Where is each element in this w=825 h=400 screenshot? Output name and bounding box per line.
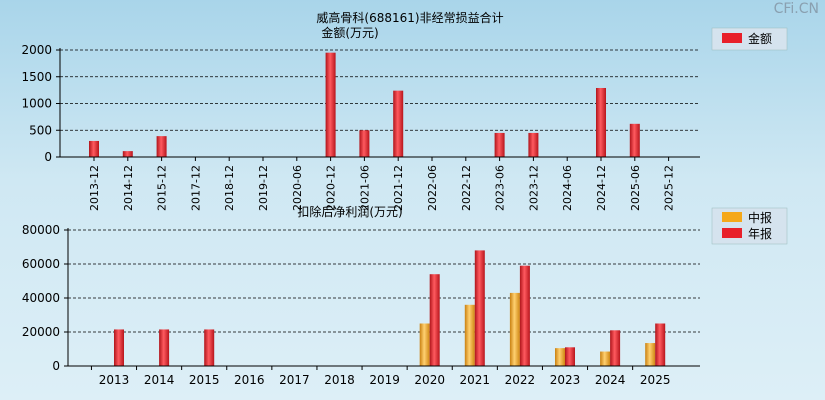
chart2-bar bbox=[519, 265, 530, 366]
chart1-xtick-label: 2023-06 bbox=[494, 165, 507, 211]
chart1-bar bbox=[596, 87, 606, 157]
nonrecurring-gains-chart: 威高骨科(688161)非经常损益合计 金额(万元) 金额 0 500 1000 15… bbox=[21, 10, 788, 211]
chart2-xtick-label: 2020 bbox=[414, 373, 445, 387]
chart2-bar bbox=[655, 323, 666, 366]
chart2-bar bbox=[464, 304, 475, 366]
net-profit-chart: 扣除后净利润(万元) 中报 年报 0 20000 40000 60000 80000 20… bbox=[22, 204, 788, 387]
chart2-bar bbox=[114, 329, 124, 366]
chart1-xtick-label: 2018-12 bbox=[223, 165, 236, 211]
chart1-legend-label-amount: 金额 bbox=[748, 31, 772, 46]
chart2-legend-swatch-interim bbox=[722, 212, 742, 222]
chart1-xtick-label: 2019-12 bbox=[257, 165, 270, 211]
chart2-xtick-label: 2016 bbox=[234, 373, 265, 387]
chart2-xtick-label: 2014 bbox=[144, 373, 175, 387]
chart2-ytick-label: 20000 bbox=[22, 325, 60, 339]
chart2-bar bbox=[204, 329, 215, 366]
chart1-xtick-label: 2022-12 bbox=[460, 165, 473, 211]
chart2-bar bbox=[555, 348, 565, 366]
chart1-bar bbox=[494, 132, 505, 157]
chart1-legend-swatch-amount bbox=[722, 33, 742, 43]
chart1-xtick-label: 2025-06 bbox=[629, 165, 642, 211]
chart2-bar bbox=[429, 274, 440, 366]
chart2-legend: 中报 年报 bbox=[711, 207, 788, 245]
chart2-legend-label-annual: 年报 bbox=[748, 226, 772, 241]
chart2-ytick-label: 60000 bbox=[22, 257, 60, 271]
chart2-bar bbox=[610, 330, 621, 366]
chart2-bar bbox=[600, 351, 611, 366]
chart2-xtick-label: 2019 bbox=[369, 373, 400, 387]
chart2-xtick-label: 2018 bbox=[324, 373, 355, 387]
chart2-bar bbox=[645, 343, 656, 366]
chart2-title: 扣除后净利润(万元) bbox=[297, 204, 402, 219]
chart1-bar bbox=[359, 130, 370, 157]
chart2-bar bbox=[159, 329, 170, 366]
chart2-bar bbox=[474, 250, 485, 366]
chart2-bar bbox=[419, 323, 430, 366]
chart1-bar bbox=[629, 123, 640, 157]
chart2-xtick-label: 2013 bbox=[99, 373, 130, 387]
chart1-xtick-label: 2023-12 bbox=[527, 165, 540, 211]
watermark: CFi.CN bbox=[773, 1, 819, 17]
chart1-xtick-label: 2014-12 bbox=[122, 165, 135, 211]
chart2-ytick-label: 40000 bbox=[22, 291, 60, 305]
chart2-xtick-label: 2021 bbox=[460, 373, 491, 387]
chart1-xtick-label: 2022-06 bbox=[426, 165, 439, 211]
chart2-xtick-label: 2015 bbox=[189, 373, 220, 387]
chart1-xtick-label: 2015-12 bbox=[156, 165, 169, 211]
chart2-xtick-label: 2025 bbox=[640, 373, 671, 387]
chart1-xtick-label: 2024-12 bbox=[595, 165, 608, 211]
chart2-xtick-label: 2024 bbox=[595, 373, 626, 387]
chart2-bar bbox=[509, 292, 520, 366]
chart2-legend-label-interim: 中报 bbox=[748, 210, 772, 225]
chart1-subtitle: 金额(万元) bbox=[321, 25, 378, 40]
chart1-xtick-label: 2020-12 bbox=[325, 165, 338, 211]
chart1-ytick-label: 0 bbox=[44, 150, 52, 164]
chart1-xtick-label: 2021-12 bbox=[392, 165, 405, 211]
chart2-legend-swatch-annual bbox=[722, 228, 742, 238]
chart2-ytick-label: 80000 bbox=[22, 223, 60, 237]
chart2-ytick-label: 0 bbox=[52, 359, 60, 373]
chart2-xtick-label: 2017 bbox=[279, 373, 310, 387]
chart1-ytick-label: 1000 bbox=[21, 97, 52, 111]
chart1-bar bbox=[393, 90, 404, 157]
chart1-bar bbox=[156, 136, 167, 157]
chart2-bar bbox=[565, 347, 575, 366]
chart1-legend: 金额 bbox=[711, 27, 788, 51]
chart1-xtick-label: 2021-06 bbox=[358, 165, 371, 211]
chart1-xtick-label: 2017-12 bbox=[189, 165, 202, 211]
chart2-xtick-label: 2023 bbox=[550, 373, 581, 387]
chart1-ytick-label: 2000 bbox=[21, 43, 52, 57]
chart1-bar bbox=[325, 52, 336, 157]
chart1-ytick-label: 1500 bbox=[21, 70, 52, 84]
chart1-xtick-label: 2024-06 bbox=[561, 165, 574, 211]
chart1-bar bbox=[89, 140, 99, 157]
chart1-bar bbox=[528, 132, 539, 157]
chart1-xtick-label: 2013-12 bbox=[88, 165, 101, 211]
chart1-title: 威高骨科(688161)非经常损益合计 bbox=[316, 10, 503, 25]
chart1-bar bbox=[122, 151, 133, 157]
chart1-xtick-label: 2025-12 bbox=[663, 165, 676, 211]
chart1-xtick-label: 2020-06 bbox=[291, 165, 304, 211]
chart1-ytick-label: 500 bbox=[29, 123, 52, 137]
chart2-xtick-label: 2022 bbox=[505, 373, 536, 387]
